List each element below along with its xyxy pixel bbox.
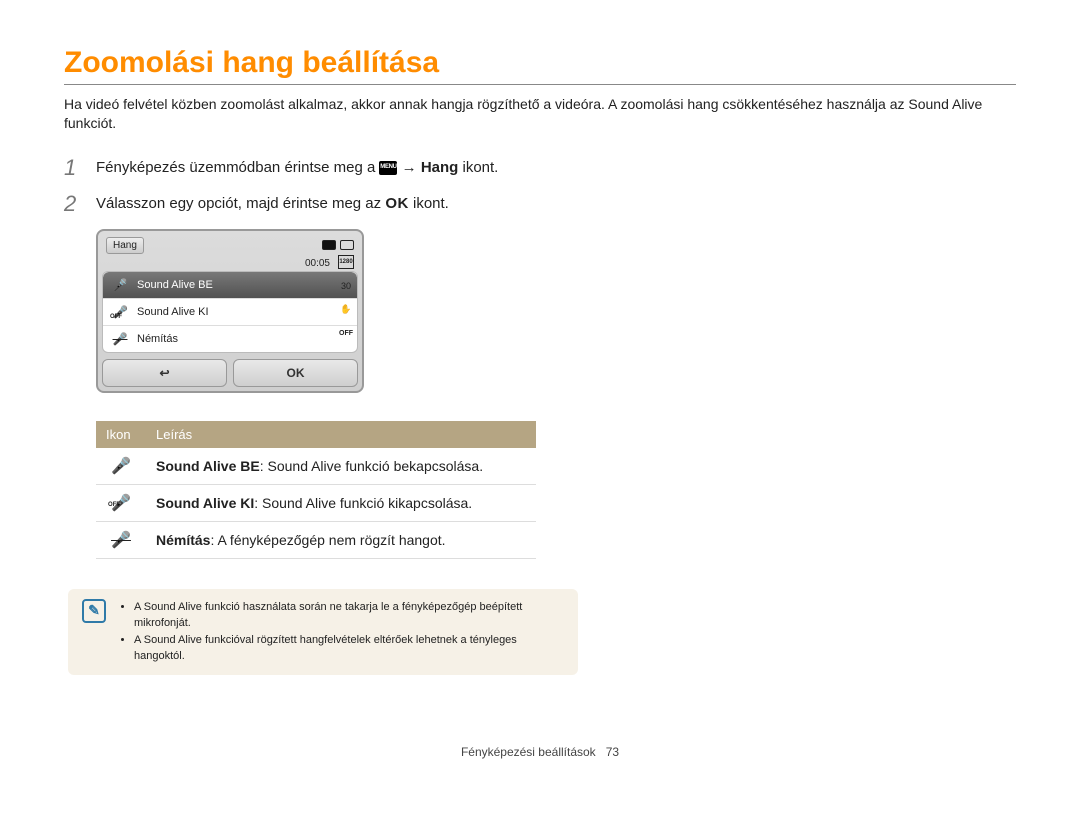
camera-right-indicators: 1280 30 ✋ OFF xyxy=(338,255,354,341)
step-pre: Fényképezés üzemmódban érintse meg a xyxy=(96,159,379,176)
mic-mute-icon: 🎤 xyxy=(113,332,127,346)
table-row: 🎤 Sound Alive BE: Sound Alive funkció be… xyxy=(96,448,536,485)
camera-button-row: ↩ OK xyxy=(102,359,358,387)
camera-header: Hang xyxy=(102,235,358,258)
page-footer: Fényképezési beállítások 73 xyxy=(64,745,1016,759)
table-cell-desc: Sound Alive BE: Sound Alive funkció beka… xyxy=(146,448,536,485)
note-item: A Sound Alive funkcióval rögzített hangf… xyxy=(134,632,564,665)
camera-menu-list: 🎤 Sound Alive BE 🎤 OFF Sound Alive KI 🎤 … xyxy=(102,271,358,353)
list-item[interactable]: 🎤 OFF Sound Alive KI xyxy=(103,299,357,326)
ok-button[interactable]: OK xyxy=(233,359,358,387)
footer-page: 73 xyxy=(606,745,619,759)
list-item-label: Némítás xyxy=(137,333,178,345)
page: Zoomolási hang beállítása Ha videó felvé… xyxy=(0,0,1080,759)
list-item-label: Sound Alive BE xyxy=(137,279,213,291)
step-2: 2 Válasszon egy opciót, majd érintse meg… xyxy=(64,193,624,215)
mic-icon: 🎤 xyxy=(96,448,146,485)
camera-ui: Hang 00:05 🎤 Sound Alive BE xyxy=(96,229,364,393)
step-text: Fényképezés üzemmódban érintse meg a MEN… xyxy=(96,157,498,179)
table-row: 🎤 Némítás: A fényképezőgép nem rögzít ha… xyxy=(96,521,536,558)
camera-time-row: 00:05 xyxy=(102,258,358,271)
note-list: A Sound Alive funkció használata során n… xyxy=(120,599,564,665)
step-number: 1 xyxy=(64,157,82,179)
step-text: Válasszon egy opciót, majd érintse meg a… xyxy=(96,193,449,215)
step-pre: Válasszon egy opciót, majd érintse meg a… xyxy=(96,195,385,212)
res-icon: 1280 xyxy=(338,255,354,269)
table-cell-desc: Sound Alive KI: Sound Alive funkció kika… xyxy=(146,484,536,521)
hand-icon: ✋ xyxy=(338,303,354,317)
step-number: 2 xyxy=(64,193,82,215)
list-item[interactable]: 🎤 Sound Alive BE xyxy=(103,272,357,299)
table-header-row: Ikon Leírás xyxy=(96,421,536,448)
step-post: ikont. xyxy=(413,195,449,212)
list-item[interactable]: 🎤 Némítás xyxy=(103,326,357,352)
table-cell-desc: Némítás: A fényképezőgép nem rögzít hang… xyxy=(146,521,536,558)
table-row: 🎤 OFF Sound Alive KI: Sound Alive funkci… xyxy=(96,484,536,521)
table-head-icon: Ikon xyxy=(96,421,146,448)
note-item: A Sound Alive funkció használata során n… xyxy=(134,599,564,632)
mic-off-icon: 🎤 OFF xyxy=(113,305,127,319)
fps-icon: 30 xyxy=(338,279,354,293)
camera-header-title: Hang xyxy=(106,237,144,254)
description-table: Ikon Leírás 🎤 Sound Alive BE: Sound Aliv… xyxy=(96,421,536,559)
camera-header-right xyxy=(322,240,354,250)
list-item-label: Sound Alive KI xyxy=(137,306,209,318)
camera-time: 00:05 xyxy=(305,258,330,269)
note-box: ✎ A Sound Alive funkció használata során… xyxy=(68,589,578,675)
step-1: 1 Fényképezés üzemmódban érintse meg a M… xyxy=(64,157,624,179)
menu-icon: MENU xyxy=(379,161,397,175)
mic-icon: 🎤 xyxy=(113,278,127,292)
info-icon: ✎ xyxy=(82,599,106,623)
battery-icon xyxy=(340,240,354,250)
mic-mute-icon: 🎤 xyxy=(96,521,146,558)
page-title: Zoomolási hang beállítása xyxy=(64,46,1016,85)
step-post: ikont. xyxy=(463,159,499,176)
intro-text: Ha videó felvétel közben zoomolást alkal… xyxy=(64,95,1016,133)
in-icon xyxy=(322,240,336,250)
step-mid: → xyxy=(402,159,421,176)
off-icon: OFF xyxy=(338,327,354,341)
ok-icon: OK xyxy=(385,195,409,212)
step-bold: Hang xyxy=(421,159,459,176)
mic-off-icon: 🎤 OFF xyxy=(96,484,146,521)
table-head-desc: Leírás xyxy=(146,421,536,448)
camera-frame: Hang 00:05 🎤 Sound Alive BE xyxy=(96,229,364,393)
steps: 1 Fényképezés üzemmódban érintse meg a M… xyxy=(64,157,624,675)
footer-label: Fényképezési beállítások xyxy=(461,745,596,759)
back-button[interactable]: ↩ xyxy=(102,359,227,387)
